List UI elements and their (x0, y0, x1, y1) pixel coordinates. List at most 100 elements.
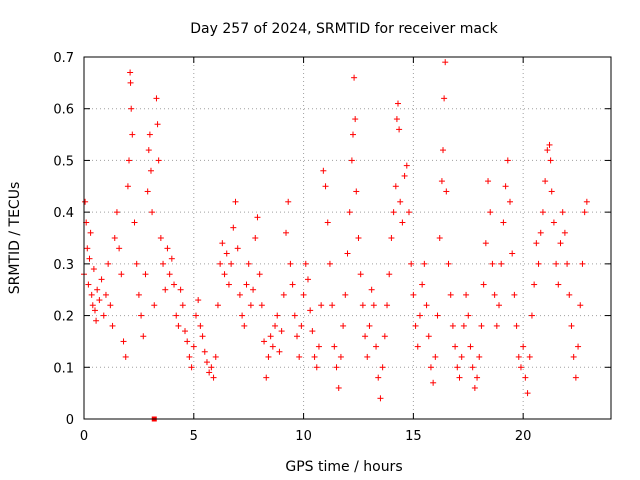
data-point (208, 364, 215, 371)
ticks-layer: 0 0.1 0.2 0.3 0.4 0.5 0.6 0.7 0 5 10 15 20 (53, 51, 611, 444)
data-point (440, 147, 447, 154)
data-point (307, 307, 314, 314)
data-point (96, 297, 103, 304)
points-layer (81, 59, 590, 422)
data-point (133, 260, 140, 267)
data-point (192, 312, 199, 319)
data-point (452, 343, 459, 350)
data-point (474, 374, 481, 381)
data-point (128, 105, 135, 112)
data-point (460, 322, 467, 329)
data-point (291, 312, 298, 319)
data-point (320, 167, 327, 174)
data-point (168, 255, 175, 262)
x-tick-label: 15 (405, 429, 422, 444)
data-point (140, 333, 147, 340)
data-point (390, 209, 397, 216)
data-point (147, 167, 154, 174)
data-point (109, 322, 116, 329)
data-point (102, 291, 109, 298)
data-point (241, 322, 248, 329)
data-point (559, 209, 566, 216)
data-point (577, 302, 584, 309)
data-point (322, 183, 329, 190)
data-point (442, 59, 449, 66)
data-point (175, 322, 182, 329)
data-point (93, 317, 100, 324)
y-tick-label: 0 (66, 413, 74, 428)
data-point (478, 322, 485, 329)
data-point (522, 374, 529, 381)
data-point (82, 198, 89, 205)
data-point (469, 364, 476, 371)
data-point (373, 343, 380, 350)
data-point (526, 353, 533, 360)
data-point (465, 312, 472, 319)
data-point (419, 281, 426, 288)
data-point (221, 271, 228, 278)
data-point (427, 364, 434, 371)
x-tick-label: 20 (515, 429, 532, 444)
data-point (491, 291, 498, 298)
data-point (223, 250, 230, 257)
data-point (531, 281, 538, 288)
data-point (105, 260, 112, 267)
data-point (405, 209, 412, 216)
grid-layer (84, 57, 611, 419)
data-point (313, 364, 320, 371)
data-point (265, 353, 272, 360)
data-point (149, 209, 156, 216)
data-point (232, 198, 239, 205)
y-tick-label: 0.5 (53, 154, 74, 169)
data-point (293, 333, 300, 340)
data-point (441, 95, 448, 102)
data-point (145, 147, 152, 154)
data-point (399, 219, 406, 226)
data-point (408, 260, 415, 267)
data-point (177, 286, 184, 293)
data-point (84, 245, 91, 252)
data-point (502, 183, 509, 190)
data-point (160, 260, 167, 267)
data-point (447, 291, 454, 298)
data-point (524, 390, 531, 397)
data-point (579, 260, 586, 267)
data-point (570, 353, 577, 360)
data-point (368, 286, 375, 293)
data-point (186, 353, 193, 360)
data-point (107, 302, 114, 309)
data-point (493, 322, 500, 329)
x-axis-title: GPS time / hours (285, 459, 402, 475)
data-point (547, 157, 554, 164)
data-point (401, 172, 408, 179)
data-point (162, 286, 169, 293)
data-point (511, 291, 518, 298)
data-point (188, 364, 195, 371)
data-point (544, 147, 551, 154)
data-point (142, 271, 149, 278)
data-point (151, 302, 158, 309)
data-point (182, 328, 189, 335)
data-point (393, 116, 400, 123)
data-point (509, 250, 516, 257)
data-point (348, 157, 355, 164)
data-point (86, 255, 93, 262)
data-point (210, 374, 217, 381)
data-point (263, 374, 270, 381)
data-point (267, 333, 274, 340)
data-point (171, 281, 178, 288)
plot-frame (83, 56, 612, 420)
data-point (445, 260, 452, 267)
data-point (127, 69, 134, 76)
y-tick-label: 0.7 (53, 51, 74, 66)
data-point (575, 343, 582, 350)
data-point (381, 333, 388, 340)
data-point (129, 131, 136, 138)
data-point (366, 322, 373, 329)
data-point (349, 131, 356, 138)
data-point (311, 353, 318, 360)
data-point (87, 229, 94, 236)
data-point (414, 343, 421, 350)
data-point (528, 312, 535, 319)
data-point (357, 271, 364, 278)
